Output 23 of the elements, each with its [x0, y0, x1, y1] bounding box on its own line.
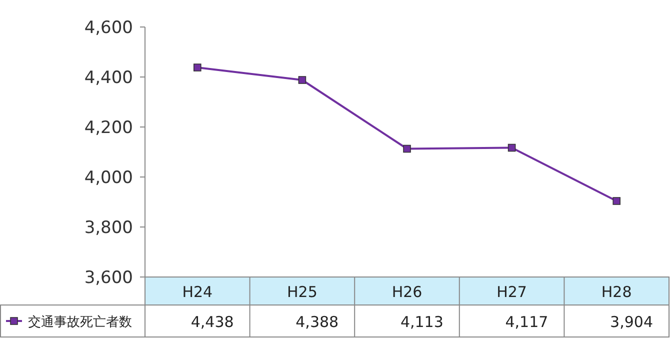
data-label: 4,438	[190, 313, 234, 331]
legend: 交通事故死亡者数	[6, 315, 132, 330]
y-tick-label: 3,800	[84, 218, 133, 238]
data-label: 3,904	[610, 313, 653, 331]
x-tick-label: H26	[392, 283, 422, 301]
x-tick-label: H28	[601, 283, 632, 301]
point	[403, 144, 411, 153]
x-tick-label: H27	[496, 283, 527, 301]
data-label: 4,117	[505, 313, 548, 331]
y-tick-label: 4,600	[84, 18, 133, 38]
data-label: 4,388	[296, 313, 339, 331]
y-tick-label: 3,600	[84, 268, 133, 288]
x-tick-label: H25	[287, 283, 318, 301]
y-tick-label: 4,400	[84, 68, 133, 88]
y-tick-label: 4,000	[84, 168, 133, 188]
legend-label: 交通事故死亡者数	[28, 314, 132, 330]
y-tick-label: 4,200	[84, 118, 133, 138]
point	[508, 144, 516, 152]
point	[612, 197, 620, 205]
x-tick-label: H24	[182, 283, 213, 301]
data-label: 4,113	[400, 313, 444, 331]
point	[298, 76, 306, 84]
point	[194, 64, 202, 72]
